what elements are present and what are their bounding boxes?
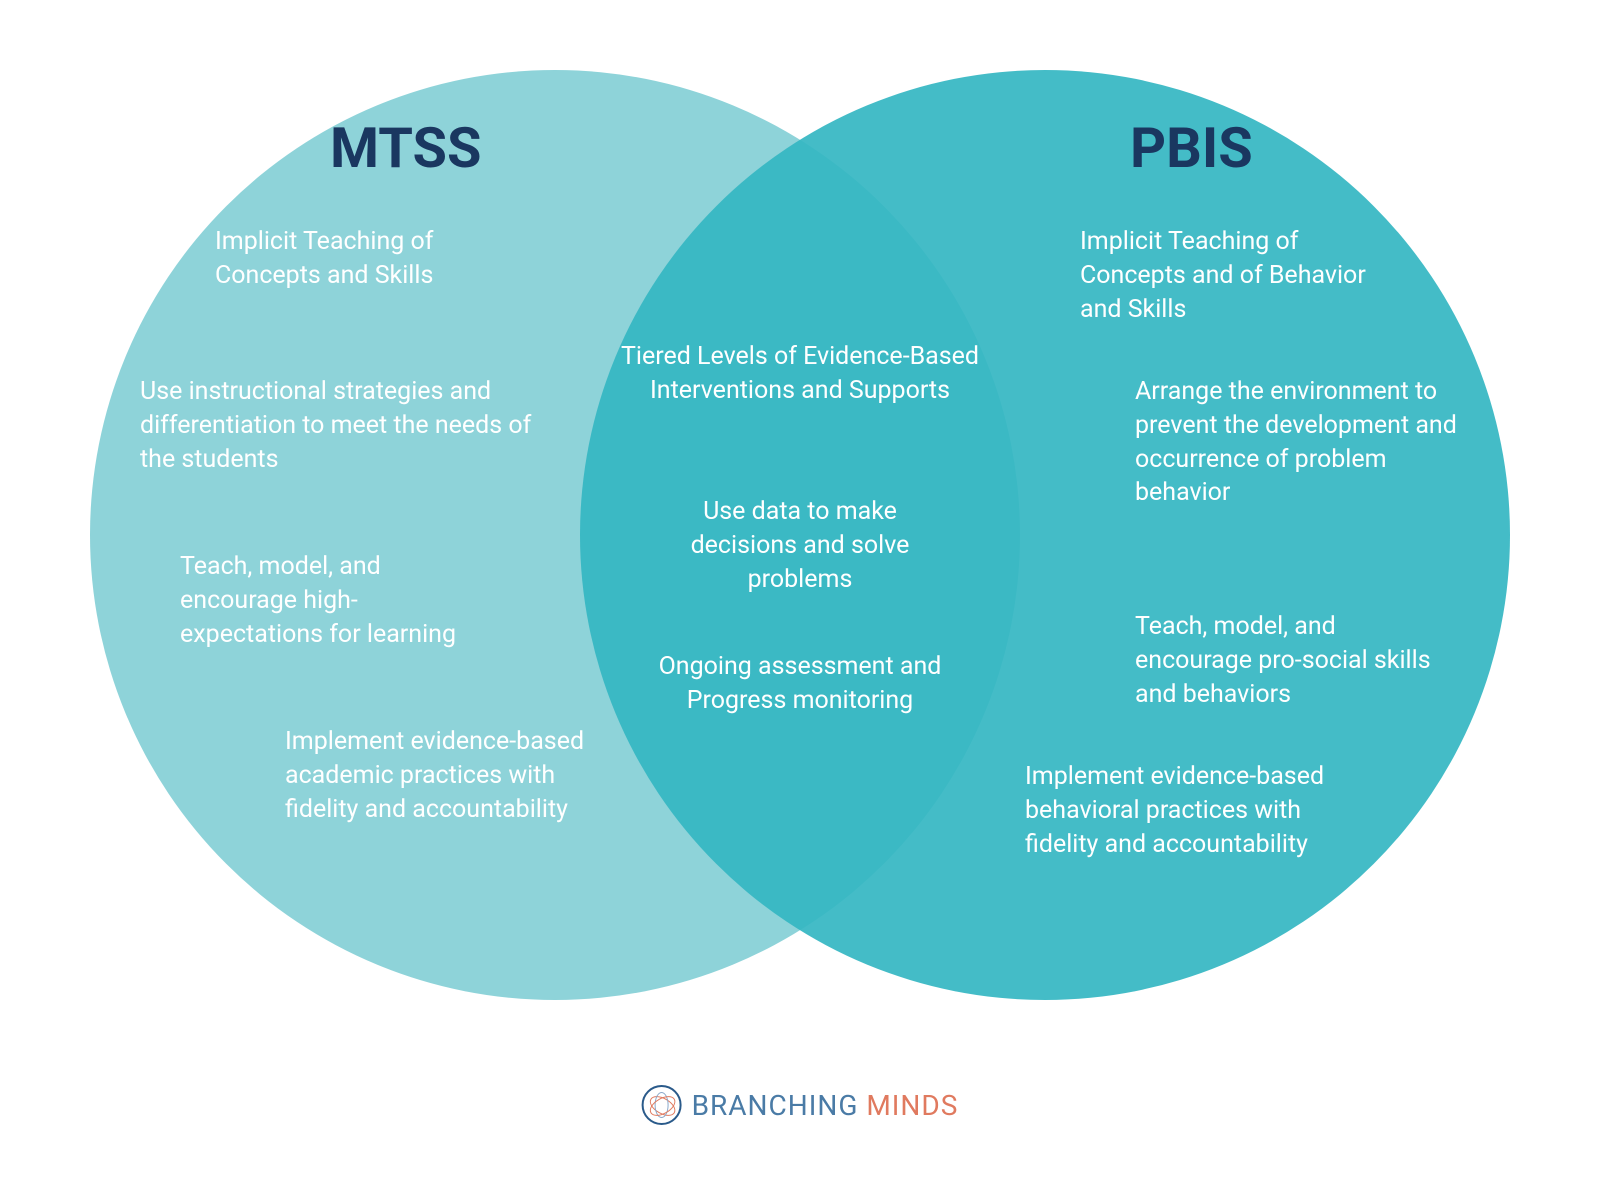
brand-word-2: MINDS xyxy=(866,1089,958,1122)
venn-diagram: MTSS PBIS Implicit Teaching of Concepts … xyxy=(60,40,1540,1120)
venn-right-item: Teach, model, and encourage pro-social s… xyxy=(1135,610,1440,711)
brand-word-1: BRANCHING xyxy=(692,1089,859,1122)
venn-overlap-item: Tiered Levels of Evidence-Based Interven… xyxy=(615,340,985,408)
venn-left-item: Implicit Teaching of Concepts and Skills xyxy=(215,225,515,293)
venn-overlap-item: Ongoing assessment and Progress monitori… xyxy=(635,650,965,718)
venn-right-item: Arrange the environment to prevent the d… xyxy=(1135,375,1465,510)
brand-logo-text: BRANCHING MINDS xyxy=(692,1089,959,1122)
venn-overlap-item: Use data to make decisions and solve pro… xyxy=(650,495,950,596)
venn-right-item: Implement evidence-based behavioral prac… xyxy=(1025,760,1355,861)
brand-logo-icon xyxy=(642,1085,682,1125)
venn-left-title: MTSS xyxy=(330,115,481,181)
venn-right-item: Implicit Teaching of Concepts and of Beh… xyxy=(1080,225,1380,326)
brand-logo: BRANCHING MINDS xyxy=(642,1085,959,1125)
venn-left-item: Teach, model, and encourage high-expecta… xyxy=(180,550,500,651)
venn-right-title: PBIS xyxy=(1130,115,1253,181)
venn-left-item: Use instructional strategies and differe… xyxy=(140,375,550,476)
venn-left-item: Implement evidence-based academic practi… xyxy=(285,725,595,826)
